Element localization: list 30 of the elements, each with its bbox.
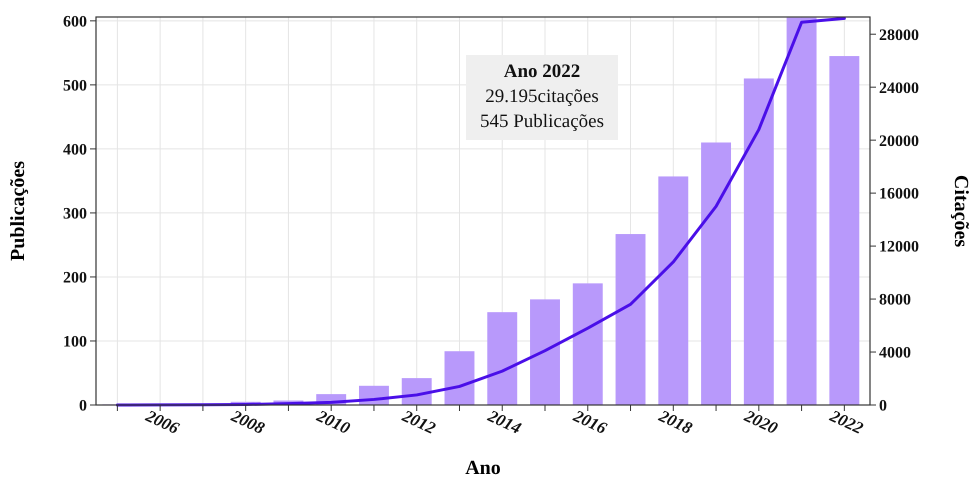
y2-axis-title: Citações bbox=[950, 174, 969, 248]
x-tick-label: 2010 bbox=[313, 406, 354, 438]
y-tick-label: 600 bbox=[63, 13, 87, 30]
x-tick-label: 2008 bbox=[228, 406, 268, 438]
y2-tick-label: 20000 bbox=[879, 132, 919, 150]
y-tick-label: 200 bbox=[63, 270, 87, 287]
annotation: 545 Publicações bbox=[480, 111, 604, 132]
y2-tick-label: 28000 bbox=[879, 26, 919, 44]
y2-tick-label: 12000 bbox=[879, 238, 919, 256]
y-tick-label: 0 bbox=[79, 398, 87, 415]
y-axis-title: Publicações bbox=[7, 160, 29, 261]
y-tick-label: 400 bbox=[63, 141, 87, 158]
y-tick-label: 500 bbox=[63, 77, 87, 94]
x-tick-label: 2016 bbox=[570, 406, 610, 438]
y2-tick-label: 24000 bbox=[879, 80, 919, 97]
y-tick-label: 300 bbox=[63, 206, 87, 223]
x-tick-label: 2018 bbox=[655, 406, 696, 438]
y2-tick-label: 8000 bbox=[879, 292, 911, 309]
x-tick-label: 2012 bbox=[398, 406, 439, 438]
y2-tick-label: 16000 bbox=[879, 186, 919, 203]
x-tick-label: 2020 bbox=[740, 406, 782, 438]
annotation: 29.195citações bbox=[485, 86, 599, 107]
annotation: Ano 2022 bbox=[504, 61, 580, 82]
x-tick-label: 2006 bbox=[142, 406, 182, 438]
y2-tick-label: 0 bbox=[879, 398, 887, 415]
x-axis-title: Ano bbox=[465, 457, 501, 479]
x-tick-label: 2014 bbox=[484, 406, 524, 438]
y-tick-label: 100 bbox=[63, 334, 87, 351]
x-tick-label: 2022 bbox=[826, 406, 867, 438]
y2-tick-label: 4000 bbox=[879, 344, 911, 362]
